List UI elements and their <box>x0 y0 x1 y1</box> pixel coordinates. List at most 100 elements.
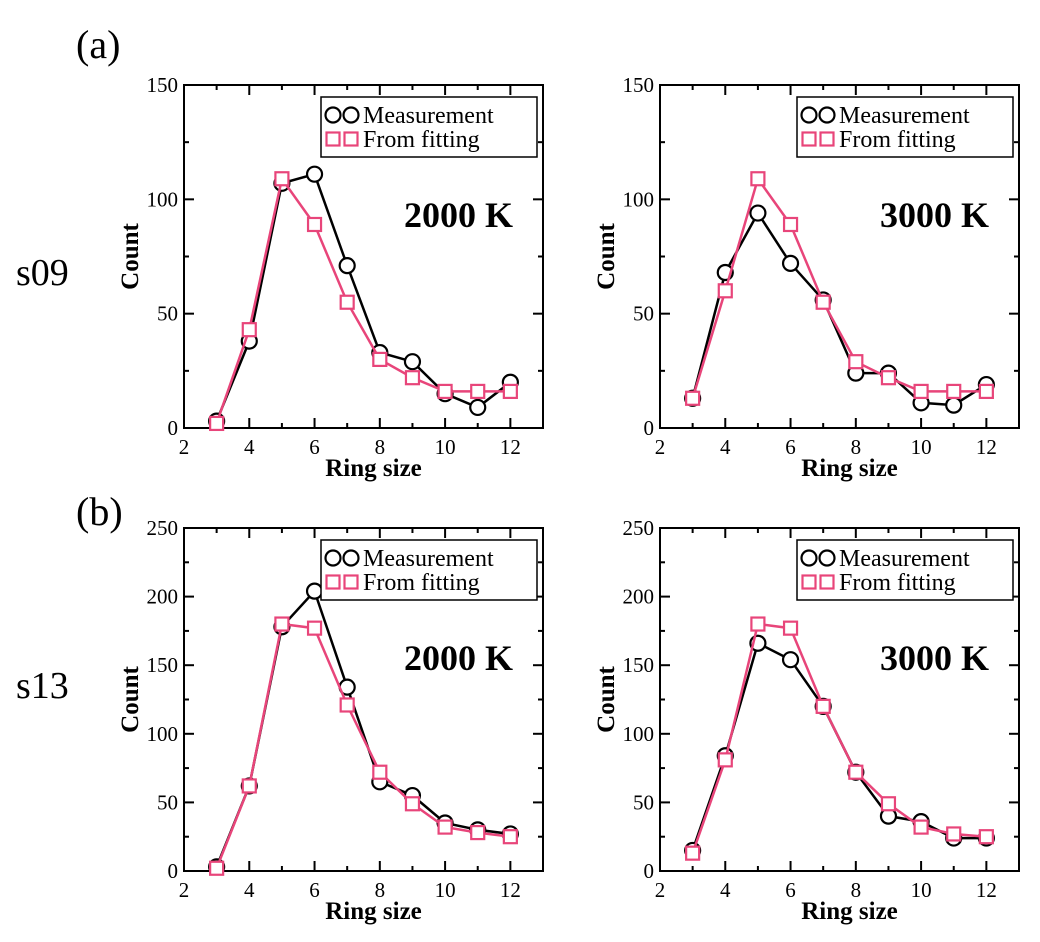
y-tick-label: 50 <box>157 302 178 326</box>
legend-measurement-marker <box>324 106 342 124</box>
y-tick-label: 200 <box>623 585 655 609</box>
y-tick-label: 150 <box>147 73 179 97</box>
fitting-point <box>685 390 701 406</box>
y-tick-label: 50 <box>157 790 178 814</box>
y-tick-label: 100 <box>623 722 655 746</box>
x-tick-label: 10 <box>911 435 932 459</box>
fitting-point <box>241 322 257 338</box>
measurement-point <box>305 165 324 183</box>
fitting-point <box>750 171 766 187</box>
legend-measurement-marker <box>342 106 360 124</box>
measurement-point <box>403 353 422 371</box>
x-tick-label: 10 <box>435 435 456 459</box>
legend-fitting-label: From fitting <box>363 570 480 596</box>
x-tick-label: 12 <box>976 878 997 902</box>
x-tick-label: 12 <box>500 878 521 902</box>
fitting-point <box>815 698 831 714</box>
row-label-s13: s13 <box>16 665 69 707</box>
fitting-point <box>946 826 962 842</box>
x-tick-label: 2 <box>655 435 666 459</box>
chart-1: 2 4 6 8 10 12 0 50 100 150 Ring size Count 2000 K Mea… <box>117 73 544 482</box>
fitting-point <box>880 796 897 812</box>
fitting-point <box>880 370 897 386</box>
y-tick-label: 250 <box>147 516 179 540</box>
y-tick-label: 50 <box>633 790 654 814</box>
x-tick-label: 8 <box>851 435 862 459</box>
x-tick-label: 4 <box>244 878 255 902</box>
x-tick-label: 6 <box>785 435 796 459</box>
legend-box <box>796 96 1014 158</box>
fitting-point <box>717 752 733 768</box>
y-tick-label: 200 <box>147 585 179 609</box>
x-tick-label: 8 <box>375 878 386 902</box>
fitting-line <box>215 622 511 869</box>
legend-box <box>320 96 538 158</box>
legend-measurement-marker <box>818 106 836 124</box>
legend-measurement-marker <box>324 549 342 567</box>
temperature-label: 3000 K <box>880 638 989 678</box>
x-axis-title: Ring size <box>325 455 422 482</box>
y-tick-label: 0 <box>644 859 655 883</box>
fitting-point <box>209 415 225 432</box>
x-axis-title: Ring size <box>325 898 422 925</box>
measurement-point <box>305 582 324 600</box>
measurement-point <box>338 257 356 275</box>
fitting-point <box>404 370 421 386</box>
fitting-point <box>241 778 257 794</box>
y-tick-label: 100 <box>623 187 655 211</box>
fitting-point <box>470 383 486 400</box>
legend-measurement-marker <box>818 549 836 567</box>
y-tick-label: 100 <box>147 722 179 746</box>
fitting-point <box>848 354 864 370</box>
x-tick-label: 6 <box>785 878 796 902</box>
charts-container: 2 4 6 8 10 12 0 50 100 150 Ring size Count 2000 K Mea… <box>117 73 1020 925</box>
fitting-point <box>913 383 929 400</box>
fitting-point <box>209 860 225 876</box>
legend-measurement-marker <box>800 106 818 124</box>
fitting-point <box>782 216 799 233</box>
chart-2: 2 4 6 8 10 12 0 50 100 150 Ring size Count 3000 K Mea… <box>593 73 1020 482</box>
legend-fitting-marker <box>819 131 835 147</box>
legend-measurement-label: Measurement <box>839 546 970 572</box>
fitting-point <box>339 294 355 310</box>
x-tick-label: 8 <box>851 878 862 902</box>
chart-3: 2 4 6 8 10 12 0 50 100 150 200 250 Ring size Count 200… <box>117 516 544 925</box>
legend-fitting-marker <box>343 574 359 590</box>
fitting-point <box>470 824 486 841</box>
fitting-point <box>372 351 388 367</box>
legend-fitting-label: From fitting <box>363 127 480 153</box>
legend-measurement-marker <box>800 549 818 567</box>
measurement-point <box>469 398 487 417</box>
fitting-point <box>685 845 701 861</box>
legend-measurement-marker <box>342 549 360 567</box>
y-tick-label: 150 <box>147 653 179 677</box>
y-axis-title: Count <box>117 222 144 289</box>
fitting-point <box>274 616 290 632</box>
x-tick-label: 12 <box>500 435 521 459</box>
x-tick-label: 6 <box>309 435 320 459</box>
temperature-label: 2000 K <box>404 638 513 678</box>
legend-fitting-label: From fitting <box>839 127 956 153</box>
fitting-point <box>978 829 994 845</box>
x-tick-label: 4 <box>720 878 731 902</box>
y-tick-label: 150 <box>623 653 655 677</box>
fitting-point <box>946 383 962 400</box>
panel-label-a: (a) <box>76 22 120 67</box>
fitting-point <box>372 764 388 780</box>
x-tick-label: 4 <box>720 435 731 459</box>
legend-box <box>796 539 1014 601</box>
fitting-point <box>274 171 290 187</box>
fitting-point <box>437 383 453 400</box>
measurement-line <box>691 210 988 407</box>
legend-fitting-marker <box>819 574 835 590</box>
x-axis-title: Ring size <box>801 898 898 925</box>
temperature-label: 2000 K <box>404 195 513 235</box>
x-tick-label: 2 <box>655 878 666 902</box>
measurement-line <box>215 172 512 422</box>
legend-fitting-marker <box>325 574 341 590</box>
y-tick-label: 250 <box>623 516 655 540</box>
fitting-point <box>502 383 518 400</box>
x-tick-label: 4 <box>244 435 255 459</box>
legend-fitting-label: From fitting <box>839 570 956 596</box>
